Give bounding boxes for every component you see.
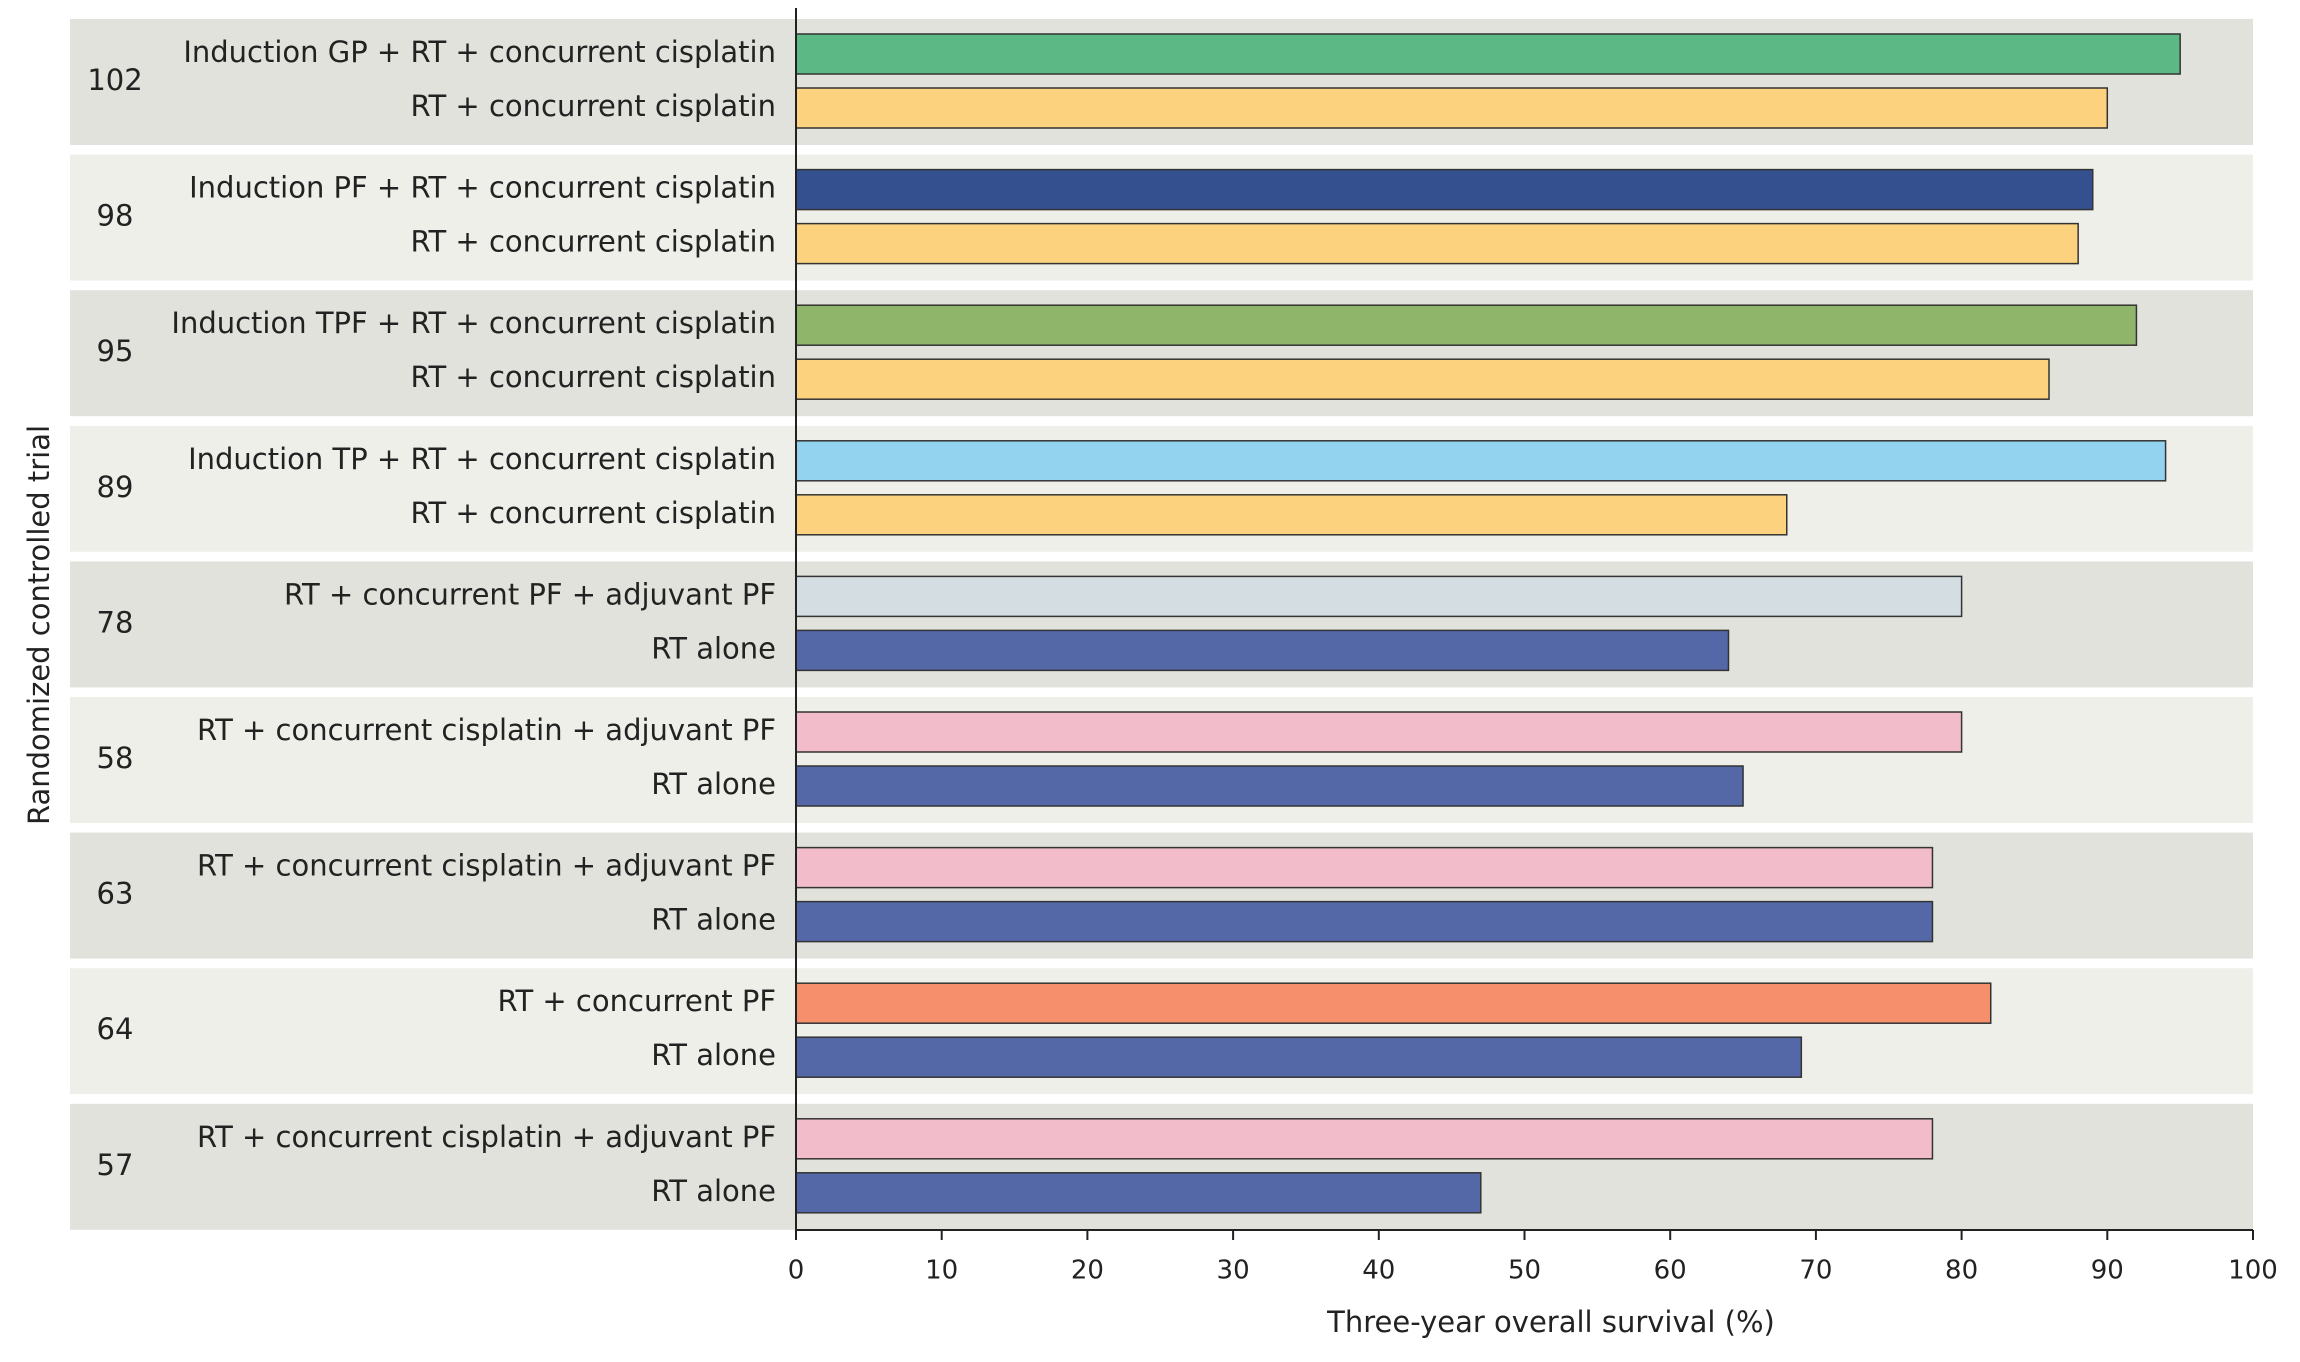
x-tick-label: 10 [925,1256,958,1286]
bar [795,358,2050,400]
x-tick-label: 70 [1799,1256,1832,1286]
trial-label: 58 [97,741,134,775]
bar-label: RT + concurrent cisplatin + adjuvant PF [197,849,776,883]
y-axis-label: Randomized controlled trial [22,425,56,825]
bar-label: Induction TP + RT + concurrent cisplatin [188,442,776,476]
bar-label: Induction TPF + RT + concurrent cisplati… [171,306,776,340]
x-tick-label: 40 [1362,1256,1395,1286]
x-tick-label: 0 [788,1256,805,1286]
x-tick-label: 90 [2091,1256,2124,1286]
bar-label: RT + concurrent cisplatin [410,89,776,123]
trial-label: 102 [87,63,142,97]
bar-label: RT + concurrent PF [497,984,776,1018]
x-tick-label: 80 [1945,1256,1978,1286]
bar [795,440,2167,482]
x-tick-label: 50 [1508,1256,1541,1286]
bar-label: RT alone [651,767,776,801]
bar [795,222,2079,265]
bar [795,1118,1934,1160]
bar [795,494,1788,536]
trial-label: 63 [97,877,134,911]
bar [795,87,2109,129]
bar-label: RT + concurrent cisplatin + adjuvant PF [197,713,776,747]
bar-label: RT alone [651,631,776,665]
bar [795,575,1963,618]
trial-label: 89 [97,470,134,504]
bar [795,1172,1482,1214]
bar [795,1036,1803,1078]
bar [795,629,1730,672]
bar [795,982,1992,1024]
bar-label: Induction GP + RT + concurrent cisplatin [183,35,776,69]
bar-label: RT alone [651,903,776,937]
trial-label: 98 [97,199,134,233]
x-tick-label: 100 [2228,1256,2278,1286]
bar-label: RT + concurrent cisplatin + adjuvant PF [197,1120,776,1154]
bar [795,900,1934,943]
trial-label: 95 [97,334,134,368]
trial-label: 78 [97,605,134,639]
x-tick-label: 60 [1654,1256,1687,1286]
trial-label: 57 [97,1148,134,1182]
x-tick-label: 20 [1071,1256,1104,1286]
bar-label: RT alone [651,1174,776,1208]
bar-label: Induction PF + RT + concurrent cisplatin [189,171,776,205]
bar-label: RT + concurrent cisplatin [410,225,776,259]
bar-label: RT + concurrent PF + adjuvant PF [284,577,776,611]
bar [795,765,1744,807]
bar [795,846,1934,889]
bar [795,304,2138,346]
x-tick-label: 30 [1217,1256,1250,1286]
bar-label: RT + concurrent cisplatin [410,496,776,530]
bar [795,168,2094,211]
trial-label: 64 [97,1012,134,1046]
bar [795,711,1963,753]
x-axis-label: Three-year overall survival (%) [1326,1305,1775,1339]
bar [795,33,2181,75]
bar-label: RT + concurrent cisplatin [410,360,776,394]
bar-label: RT alone [651,1038,776,1072]
